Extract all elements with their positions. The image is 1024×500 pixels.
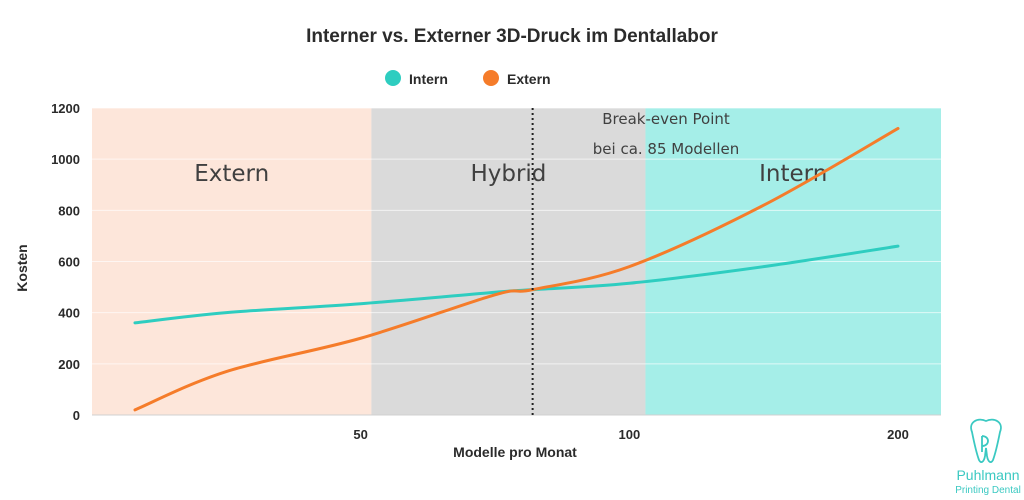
y-tick-label-600: 600	[58, 255, 80, 270]
y-tick-label-1200: 1200	[51, 101, 80, 116]
y-tick-label-200: 200	[58, 357, 80, 372]
x-axis-label: Modelle pro Monat	[453, 444, 577, 460]
zone-label-intern: Intern	[759, 161, 827, 187]
x-tick-labels: 50 100 200	[353, 427, 908, 442]
zone-labels: Extern Hybrid Intern	[194, 161, 827, 187]
zone-label-extern: Extern	[194, 161, 269, 187]
x-tick-label-50: 50	[353, 427, 367, 442]
break-even-label-line1: Break-even Point	[602, 110, 730, 128]
series-lines	[133, 126, 900, 412]
legend-label-extern: Extern	[507, 71, 551, 87]
legend-marker-intern	[385, 70, 401, 86]
x-tick-label-200: 200	[887, 427, 909, 442]
y-tick-label-0: 0	[73, 408, 80, 423]
y-tick-labels: 0 200 400 600 800 1000 1200	[51, 101, 80, 423]
logo-name: Puhlmann	[956, 467, 1019, 483]
legend-marker-extern	[483, 70, 499, 86]
y-tick-label-1000: 1000	[51, 152, 80, 167]
chart-title: Interner vs. Externer 3D-Druck im Dental…	[306, 26, 718, 47]
y-tick-label-400: 400	[58, 306, 80, 321]
series-line-extern	[133, 126, 900, 412]
y-axis-label: Kosten	[14, 244, 30, 291]
legend-label-intern: Intern	[409, 71, 448, 87]
tooth-icon	[970, 418, 1002, 463]
legend: Intern Extern	[385, 70, 551, 87]
logo-tagline: Printing Dental	[955, 485, 1021, 496]
x-tick-label-100: 100	[618, 427, 640, 442]
zone-label-hybrid: Hybrid	[470, 161, 546, 187]
y-tick-label-800: 800	[58, 203, 80, 218]
break-even-label-line2: bei ca. 85 Modellen	[593, 140, 739, 158]
puhlmann-logo: Puhlmann Printing Dental	[955, 418, 1021, 496]
